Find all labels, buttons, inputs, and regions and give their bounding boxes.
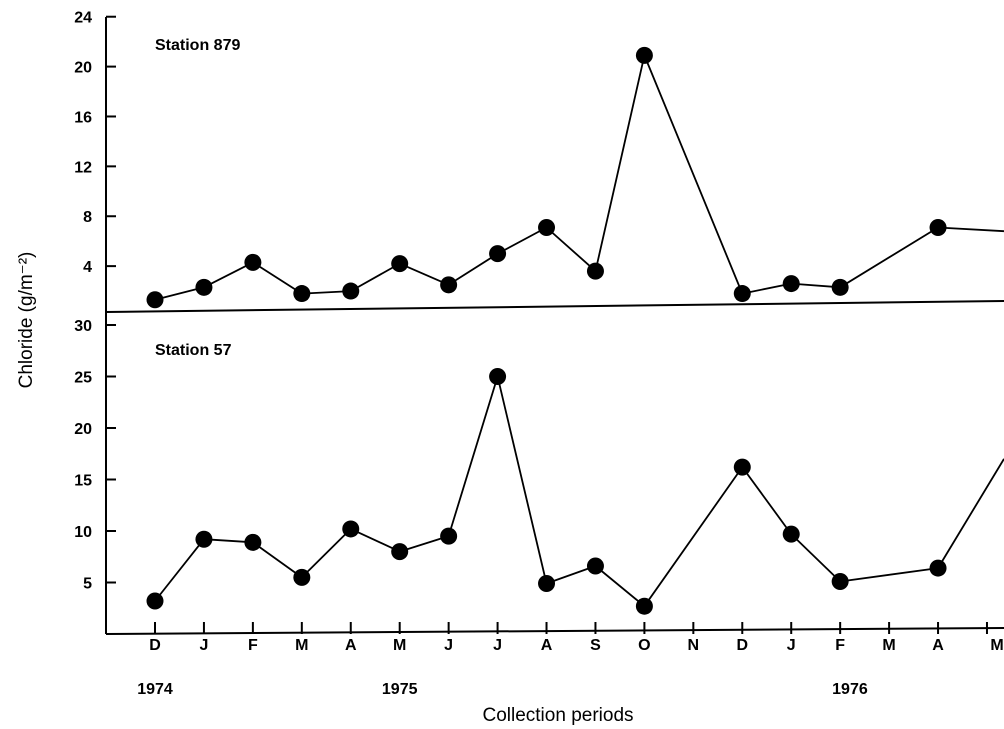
data-point: [586, 557, 604, 575]
month-label: N: [688, 637, 700, 654]
labels-layer: Station 879 Station 57 Chloride (g/m⁻²) …: [16, 10, 1004, 726]
month-label: J: [493, 637, 502, 654]
month-label: F: [835, 637, 845, 654]
data-point: [391, 255, 409, 273]
y-tick-label: 4: [83, 259, 92, 276]
panel-baseline: [105, 627, 1004, 635]
month-label: J: [787, 637, 796, 654]
data-point: [782, 275, 800, 293]
year-label: 1974: [137, 681, 173, 698]
y-tick-label: 10: [74, 524, 92, 541]
panel-baseline: [105, 300, 1004, 313]
data-point: [440, 276, 458, 294]
data-point: [782, 525, 800, 543]
month-label: F: [248, 637, 258, 654]
data-point: [489, 245, 507, 263]
data-point: [342, 520, 360, 538]
data-point: [293, 568, 311, 586]
y-tick-label: 16: [74, 109, 92, 126]
month-label: M: [882, 637, 895, 654]
series-line: [154, 54, 1004, 301]
y-tick-label: 15: [74, 473, 92, 490]
data-point: [733, 458, 751, 476]
month-label: A: [345, 637, 357, 654]
month-label: M: [393, 637, 406, 654]
data-point: [538, 218, 556, 236]
data-point: [391, 543, 409, 561]
data-points-layer: [146, 46, 947, 615]
y-tick-label: 30: [74, 318, 92, 335]
data-point: [635, 597, 653, 615]
data-point: [146, 592, 164, 610]
month-label: D: [149, 637, 161, 654]
data-point: [831, 278, 849, 296]
data-point: [733, 285, 751, 303]
series-line: [154, 375, 1004, 608]
y-axis-title: Chloride (g/m⁻²): [16, 252, 37, 389]
data-point: [586, 262, 604, 280]
panel-title-station-57: Station 57: [155, 342, 232, 359]
month-label: A: [932, 637, 944, 654]
data-point: [195, 530, 213, 548]
data-point: [146, 291, 164, 309]
month-label: M: [990, 637, 1003, 654]
month-label: O: [638, 637, 650, 654]
data-point: [831, 572, 849, 590]
data-point: [195, 278, 213, 296]
y-tick-label: 12: [74, 159, 92, 176]
month-label: A: [541, 637, 553, 654]
year-label: 1975: [382, 681, 418, 698]
y-tick-label: 25: [74, 370, 92, 387]
month-label: J: [199, 637, 208, 654]
month-label: S: [590, 637, 601, 654]
y-tick-label: 5: [83, 576, 92, 593]
axes-layer: [105, 15, 1004, 635]
month-label: M: [295, 637, 308, 654]
data-point: [929, 218, 947, 236]
series-lines-layer: [154, 54, 1004, 608]
data-point: [440, 527, 458, 545]
data-point: [342, 282, 360, 300]
y-tick-label: 20: [74, 60, 92, 77]
data-point: [489, 368, 507, 385]
y-tick-label: 24: [74, 10, 92, 27]
data-point: [293, 285, 311, 303]
x-axis-title: Collection periods: [482, 705, 633, 726]
panel-title-station-879: Station 879: [155, 37, 240, 54]
data-point: [244, 253, 262, 271]
y-tick-label: 20: [74, 421, 92, 438]
data-point: [244, 533, 262, 551]
data-point: [538, 575, 556, 593]
data-point: [635, 46, 653, 64]
year-label: 1976: [832, 681, 868, 698]
data-point: [929, 559, 947, 577]
month-label: J: [444, 637, 453, 654]
month-label: D: [736, 637, 748, 654]
y-tick-label: 8: [83, 209, 92, 226]
